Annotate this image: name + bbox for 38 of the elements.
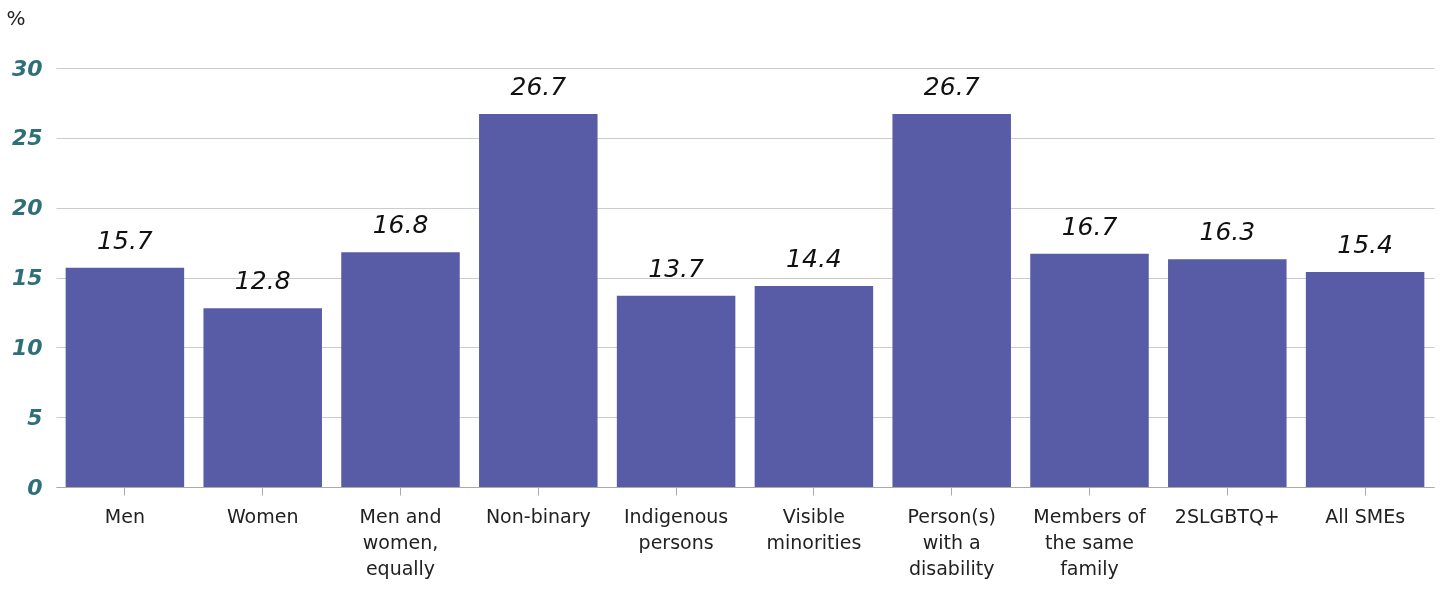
y-axis-title: % [6,5,26,30]
y-tick-label: 5 [27,404,43,430]
data-label: 16.7 [1061,211,1118,241]
bar [341,252,460,487]
x-tick-label: Person(s) with a disability [907,504,996,579]
y-tick-label: 15 [11,265,43,290]
x-tick-label: Non-binary [485,504,591,527]
data-label: 12.8 [234,266,291,296]
bar [616,295,736,487]
bar [203,308,322,487]
data-label: 16.8 [372,210,429,240]
y-tick-label: 25 [11,125,43,151]
data-label: 15.7 [97,225,153,255]
x-tick-label: Members of the same family [1033,504,1148,579]
bar [1305,271,1425,487]
x-tick-label: Visible minorities [766,504,862,553]
x-tick-label: All SMEs [1325,504,1406,527]
x-tick-label: Men [104,504,145,527]
y-tick-label: 20 [11,195,43,221]
bar [65,267,185,487]
data-label: 26.7 [923,72,980,102]
x-tick-label: Indigenous persons [623,504,729,553]
y-tick-label: 0 [27,474,43,500]
data-label: 26.7 [510,72,567,102]
bar [754,285,874,487]
data-label: 15.4 [1337,229,1393,259]
bar [1030,253,1149,487]
y-tick-label: 10 [11,334,43,360]
data-label: 13.7 [648,253,705,283]
bar [479,114,598,487]
x-tick-label: 2SLGBTQ+ [1174,504,1280,527]
x-tick-label: Women [226,504,299,527]
y-tick-label: 30 [11,55,43,81]
x-tick-label: Men and women, equally [359,504,442,579]
bar [1168,259,1287,487]
data-label: 14.4 [786,243,842,273]
bar [892,114,1011,487]
data-label: 16.3 [1199,217,1256,247]
